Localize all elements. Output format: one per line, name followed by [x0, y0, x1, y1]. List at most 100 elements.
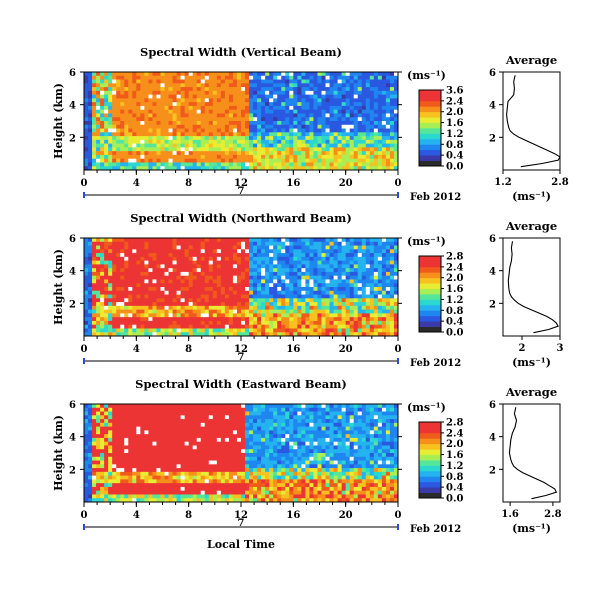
heatmap-cell	[140, 109, 145, 114]
heatmap-cell	[144, 245, 149, 250]
heatmap-cell	[188, 453, 194, 458]
heatmap-cell	[172, 90, 177, 96]
heatmap-cell	[156, 471, 161, 477]
heatmap-cell	[192, 445, 198, 450]
heatmap-cell	[152, 479, 157, 484]
heatmap-cell	[273, 241, 278, 246]
heatmap-cell	[361, 147, 367, 152]
heatmap-cell	[232, 132, 238, 137]
heatmap-cell	[261, 98, 266, 103]
heatmap-cell	[164, 404, 169, 409]
heatmap-cell	[309, 147, 314, 152]
heatmap-cell	[301, 79, 306, 84]
heatmap-cell	[164, 287, 169, 292]
heatmap-cell	[176, 128, 182, 133]
heatmap-cell	[357, 117, 363, 122]
heatmap-cell	[241, 260, 246, 265]
heatmap-cell	[140, 287, 145, 292]
heatmap-cell	[341, 324, 347, 329]
heatmap-cell	[369, 260, 375, 265]
heatmap-cell	[140, 475, 145, 480]
heatmap-cell	[112, 441, 117, 446]
heatmap-cell	[297, 98, 302, 103]
heatmap-cell	[224, 113, 230, 118]
heatmap-cell	[361, 253, 367, 258]
heatmap-cell	[92, 121, 97, 126]
heatmap-cell	[353, 166, 359, 171]
colorbar-tick-label: 0.8	[446, 306, 463, 317]
heatmap-cell	[112, 275, 117, 280]
heatmap-cell	[128, 98, 133, 103]
heatmap-cell	[172, 268, 177, 273]
heatmap-cell	[88, 437, 93, 443]
heatmap-cell	[204, 109, 210, 114]
heatmap-cell	[192, 279, 198, 284]
heatmap-cell	[232, 79, 238, 84]
heatmap-cell	[128, 449, 133, 454]
heatmap-cell	[393, 158, 399, 163]
heatmap-cell	[265, 102, 270, 107]
heatmap-cell	[377, 166, 383, 171]
heatmap-cell	[156, 468, 161, 473]
heatmap-cell	[132, 302, 137, 307]
heatmap-cell	[140, 411, 145, 416]
heatmap-cell	[232, 245, 238, 250]
heatmap-cell	[333, 328, 339, 333]
heatmap-cell	[373, 113, 379, 118]
heatmap-cell	[224, 94, 230, 99]
heatmap-cell	[273, 324, 278, 329]
heatmap-cell	[92, 260, 97, 265]
heatmap-cell	[208, 105, 214, 111]
heatmap-cell	[285, 72, 290, 77]
heatmap-cell	[148, 117, 153, 122]
heatmap-cell	[180, 117, 186, 122]
heatmap-cell	[281, 283, 286, 288]
heatmap-cell	[196, 404, 202, 409]
heatmap-cell	[224, 83, 230, 88]
heatmap-cell	[172, 309, 177, 314]
heatmap-cell	[313, 102, 318, 107]
heatmap-cell	[152, 264, 157, 269]
heatmap-cell	[112, 154, 117, 160]
heatmap-cell	[160, 486, 165, 492]
heatmap-cell	[353, 105, 359, 111]
heatmap-cell	[172, 468, 177, 473]
heatmap-cell	[140, 430, 145, 435]
heatmap-cell	[277, 83, 282, 88]
heatmap-cell	[108, 245, 113, 250]
heatmap-cell	[257, 94, 262, 99]
heatmap-cell	[180, 260, 186, 265]
heatmap-cell	[325, 158, 330, 163]
heatmap-cell	[184, 241, 190, 246]
heatmap-cell	[96, 143, 101, 148]
heatmap-cell	[373, 109, 379, 114]
heatmap-cell	[337, 94, 343, 99]
heatmap-cell	[184, 483, 190, 488]
heatmap-cell	[156, 426, 161, 431]
heatmap-cell	[261, 72, 266, 77]
heatmap-cell	[257, 98, 262, 103]
heatmap-cell	[228, 332, 234, 337]
heatmap-cell	[365, 283, 371, 288]
heatmap-cell	[309, 290, 314, 295]
heatmap-cell	[96, 317, 101, 322]
heatmap-cell	[132, 320, 137, 326]
heatmap-cell	[329, 324, 334, 329]
heatmap-cell	[220, 147, 226, 152]
heatmap-cell	[180, 313, 186, 318]
heatmap-cell	[349, 121, 355, 126]
heatmap-cell	[305, 102, 310, 107]
heatmap-cell	[144, 313, 149, 318]
heatmap-cell	[148, 72, 153, 77]
heatmap-cell	[132, 419, 137, 424]
heatmap-cell	[297, 143, 302, 148]
heatmap-cell	[369, 105, 375, 111]
heatmap-cell	[273, 113, 278, 118]
heatmap-cell	[100, 426, 105, 431]
heatmap-cell	[236, 166, 242, 171]
heatmap-cell	[277, 279, 282, 284]
heatmap-cell	[184, 298, 190, 303]
heatmap-cell	[196, 117, 202, 122]
heatmap-cell	[212, 309, 218, 314]
heatmap-cell	[273, 132, 278, 137]
